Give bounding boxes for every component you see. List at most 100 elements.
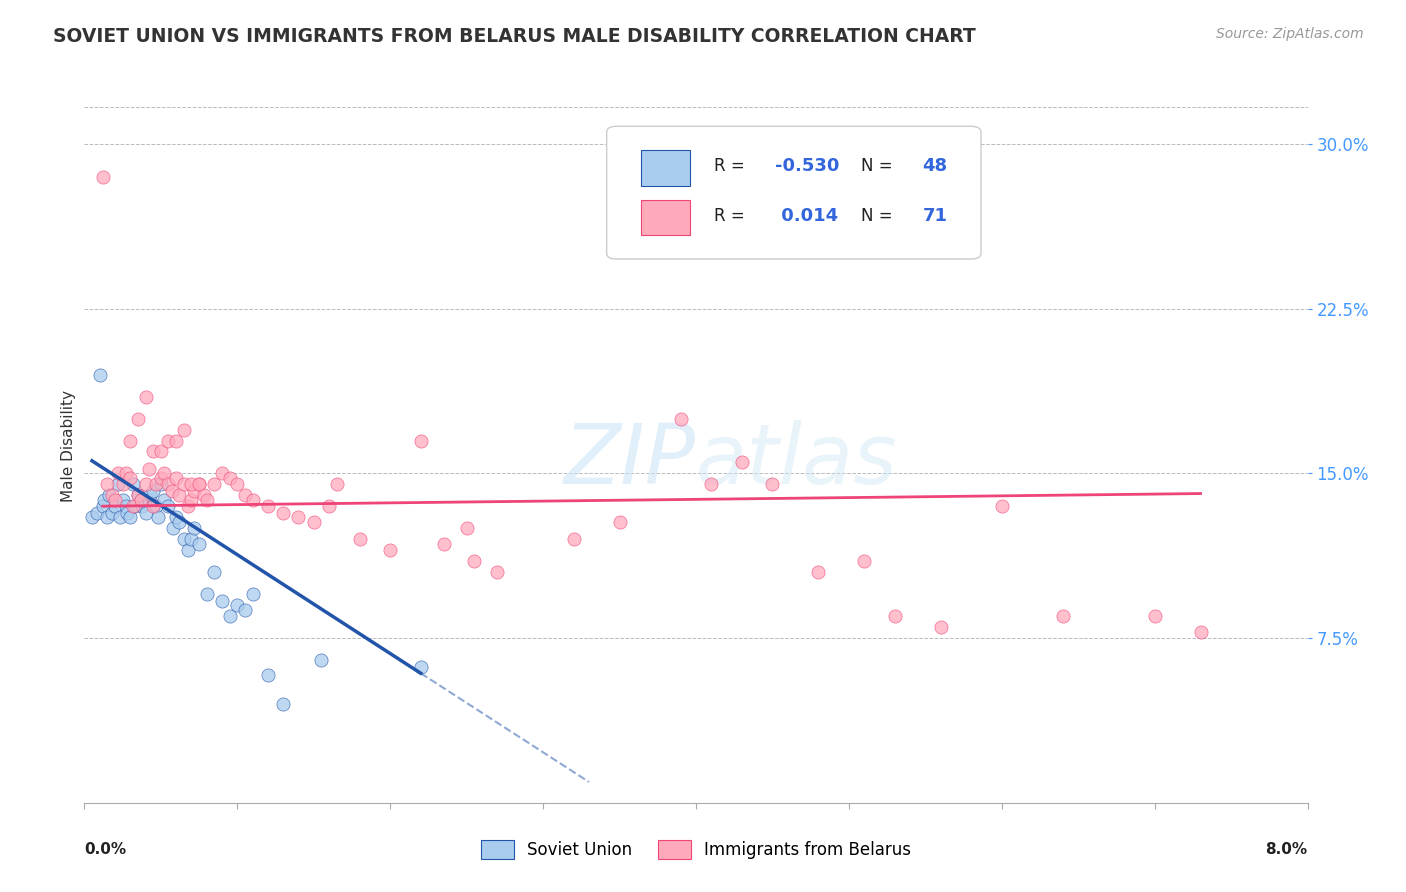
Point [167, 515, 190, 529]
Point [242, 492, 264, 507]
Point [609, 515, 631, 529]
Point [107, 477, 129, 491]
Point [669, 411, 692, 425]
Point [433, 537, 456, 551]
Point [562, 533, 585, 547]
Point [104, 492, 127, 507]
Point [122, 500, 145, 514]
Point [89, 368, 111, 382]
Point [211, 594, 233, 608]
Point [242, 587, 264, 601]
Point [86, 506, 108, 520]
Point [761, 477, 783, 491]
Legend: Soviet Union, Immigrants from Belarus: Soviet Union, Immigrants from Belarus [474, 833, 918, 866]
Text: -0.530: -0.530 [776, 157, 839, 175]
Text: Source: ZipAtlas.com: Source: ZipAtlas.com [1216, 27, 1364, 41]
Point [157, 500, 180, 514]
Point [107, 467, 129, 481]
Point [183, 521, 205, 535]
Point [1143, 609, 1166, 624]
Point [153, 467, 176, 481]
Point [271, 697, 294, 711]
Text: R =: R = [714, 207, 745, 225]
Point [257, 668, 280, 682]
Point [145, 500, 167, 514]
Point [226, 598, 249, 612]
Point [929, 620, 952, 634]
Point [146, 510, 169, 524]
Point [195, 587, 218, 601]
Point [180, 533, 202, 547]
Point [135, 506, 157, 520]
Text: N =: N = [860, 207, 893, 225]
Text: R =: R = [714, 157, 745, 175]
Point [177, 500, 200, 514]
Point [162, 521, 184, 535]
Point [97, 488, 120, 502]
Point [127, 488, 149, 502]
Point [101, 488, 124, 502]
Point [195, 492, 218, 507]
Point [93, 492, 115, 507]
Point [114, 467, 136, 481]
Point [883, 609, 905, 624]
Point [135, 390, 157, 404]
Point [218, 609, 240, 624]
Point [211, 467, 233, 481]
Point [853, 554, 876, 568]
Point [120, 471, 142, 485]
Point [173, 423, 195, 437]
Point [180, 477, 202, 491]
Point [91, 500, 114, 514]
Point [180, 492, 202, 507]
Point [302, 515, 325, 529]
Text: 48: 48 [922, 157, 948, 175]
Point [380, 543, 402, 558]
Point [157, 477, 180, 491]
Text: ZIP: ZIP [564, 420, 696, 500]
Point [807, 566, 830, 580]
Point [145, 477, 167, 491]
Point [409, 659, 432, 673]
Point [188, 477, 211, 491]
FancyBboxPatch shape [641, 150, 690, 186]
Point [165, 510, 187, 524]
Point [127, 488, 149, 502]
Point [131, 500, 153, 514]
Point [149, 471, 172, 485]
Point [991, 500, 1014, 514]
Point [486, 566, 509, 580]
Point [1189, 624, 1212, 639]
Point [167, 488, 190, 502]
Point [138, 462, 160, 476]
Point [129, 492, 152, 507]
Point [409, 434, 432, 448]
Point [153, 492, 176, 507]
Point [226, 477, 249, 491]
Point [96, 510, 118, 524]
Point [96, 477, 118, 491]
Point [271, 506, 294, 520]
Point [188, 477, 211, 491]
FancyBboxPatch shape [606, 127, 981, 259]
Point [173, 533, 195, 547]
Point [731, 455, 754, 469]
Point [257, 500, 280, 514]
Point [101, 506, 124, 520]
Point [115, 506, 138, 520]
Point [135, 477, 157, 491]
Point [165, 471, 187, 485]
Text: N =: N = [860, 157, 893, 175]
Text: 0.0%: 0.0% [84, 842, 127, 857]
Point [183, 483, 205, 498]
Point [111, 492, 134, 507]
Point [456, 521, 478, 535]
Y-axis label: Male Disability: Male Disability [60, 390, 76, 502]
Point [165, 434, 187, 448]
Point [120, 434, 142, 448]
Text: atlas: atlas [696, 420, 897, 500]
Point [233, 488, 256, 502]
Point [318, 500, 340, 514]
Point [114, 500, 136, 514]
Point [142, 483, 165, 498]
